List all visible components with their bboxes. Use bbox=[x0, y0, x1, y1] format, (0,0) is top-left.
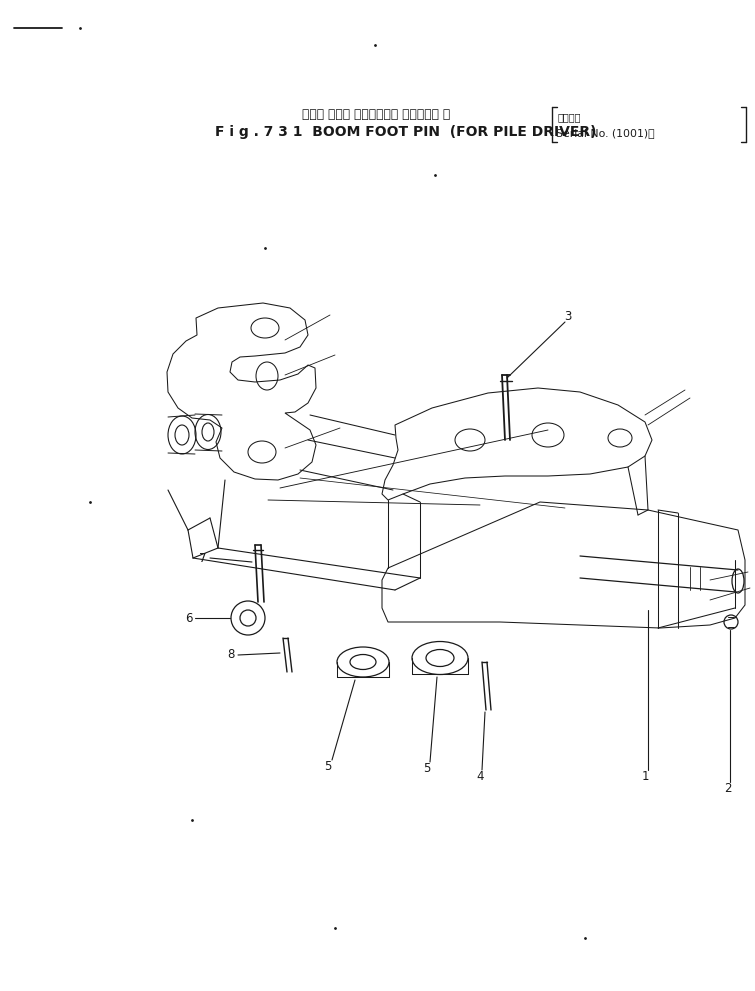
Text: Serial No. (1001)～: Serial No. (1001)～ bbox=[556, 128, 655, 138]
Text: 5: 5 bbox=[325, 759, 331, 773]
Text: 2: 2 bbox=[724, 782, 732, 795]
Text: 適用号機: 適用号機 bbox=[558, 112, 581, 122]
Text: ブーム フット ピン　パイル ドライバー 用: ブーム フット ピン パイル ドライバー 用 bbox=[302, 107, 450, 121]
Text: 4: 4 bbox=[476, 770, 484, 784]
Text: 1: 1 bbox=[641, 769, 649, 783]
Text: F i g . 7 3 1  BOOM FOOT PIN  (FOR PILE DRIVER): F i g . 7 3 1 BOOM FOOT PIN (FOR PILE DR… bbox=[215, 125, 596, 139]
Text: 6: 6 bbox=[185, 611, 193, 624]
Text: 8: 8 bbox=[227, 648, 235, 662]
Text: 5: 5 bbox=[424, 761, 430, 775]
Text: 3: 3 bbox=[564, 310, 572, 323]
Text: 7: 7 bbox=[199, 552, 207, 565]
